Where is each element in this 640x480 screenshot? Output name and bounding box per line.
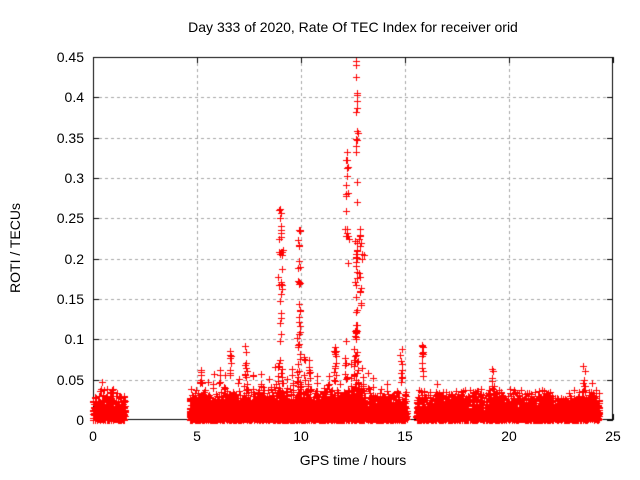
x-tick-label: 5: [193, 428, 201, 444]
y-tick-label: 0.05: [56, 371, 84, 388]
y-tick-label: 0: [76, 412, 84, 428]
y-tick-label: 0.3: [64, 170, 84, 186]
y-tick-label: 0.35: [56, 129, 84, 146]
y-tick-label: 0.15: [56, 291, 84, 307]
x-tick-label: 10: [293, 428, 309, 444]
y-tick-label: 0.25: [56, 210, 84, 227]
x-axis-label: GPS time / hours: [299, 452, 407, 468]
chart-title: Day 333 of 2020, Rate Of TEC Index for r…: [188, 19, 518, 35]
y-tick-label: 0.4: [64, 89, 84, 106]
x-tick-label: 15: [397, 428, 413, 444]
x-tick-label: 25: [605, 428, 621, 444]
x-tick-label: 20: [501, 428, 517, 444]
y-tick-label: 0.2: [64, 250, 84, 267]
y-tick-label: 0.1: [64, 331, 84, 348]
x-tick-label: 0: [89, 428, 97, 444]
y-tick-label: 0.45: [56, 49, 84, 65]
